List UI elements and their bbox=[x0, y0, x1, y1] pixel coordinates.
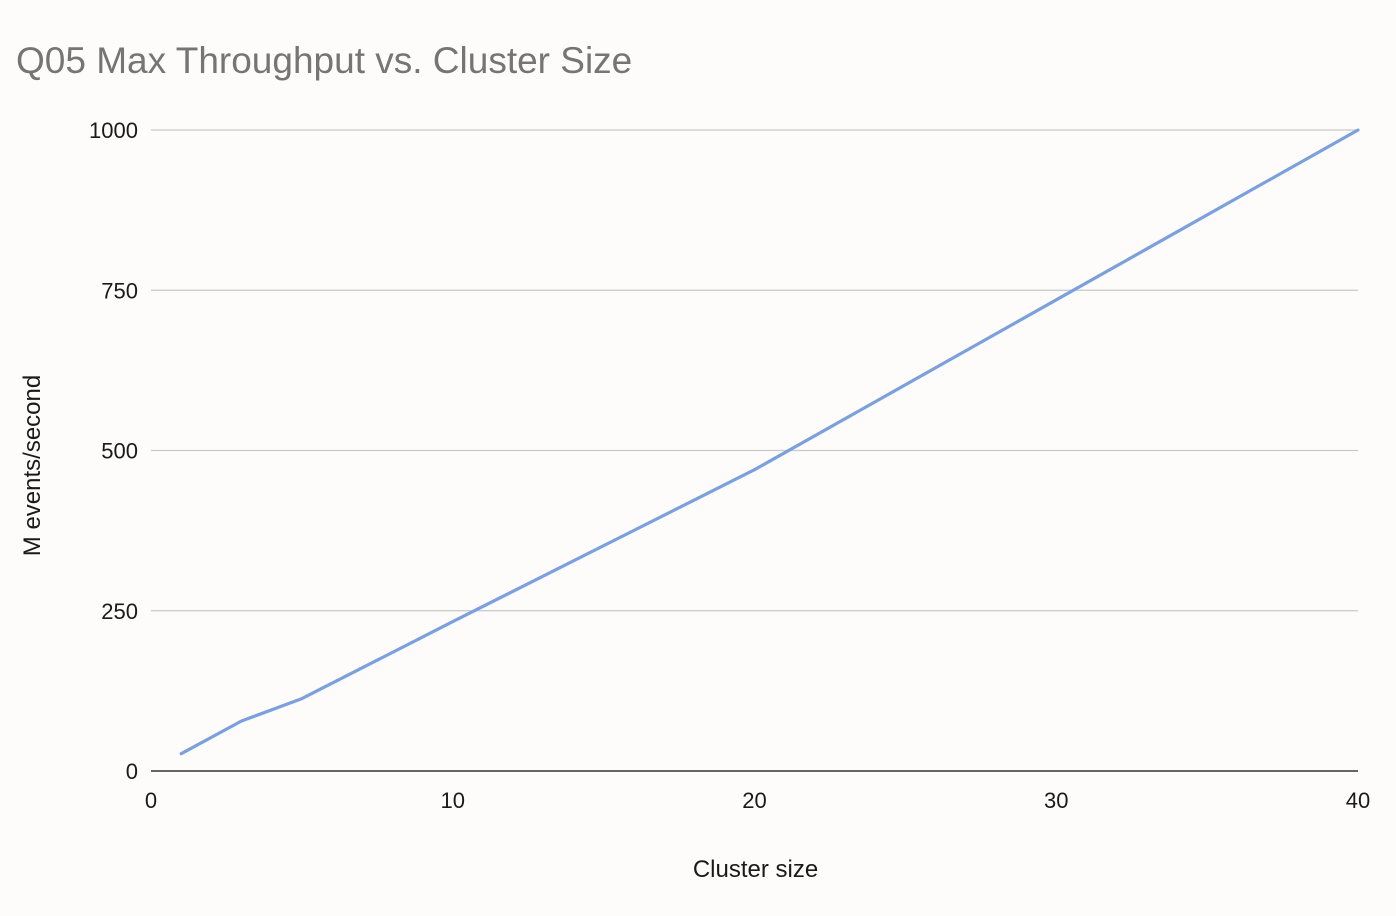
x-tick-label-0: 0 bbox=[145, 788, 157, 813]
y-tick-label-500: 500 bbox=[101, 439, 138, 464]
y-tick-label-1000: 1000 bbox=[89, 118, 138, 143]
y-axis-label: M events/second bbox=[19, 375, 46, 556]
x-tick-label-30: 30 bbox=[1044, 788, 1068, 813]
tick-labels: 0 250 500 750 1000 0 10 20 30 40 bbox=[89, 118, 1370, 813]
y-tick-label-250: 250 bbox=[101, 599, 138, 624]
x-tick-label-10: 10 bbox=[441, 788, 465, 813]
x-axis-label: Cluster size bbox=[693, 856, 818, 883]
y-tick-label-750: 750 bbox=[101, 278, 138, 303]
y-tick-label-0: 0 bbox=[126, 759, 138, 784]
x-tick-label-20: 20 bbox=[742, 788, 766, 813]
series-line-0 bbox=[179, 128, 1360, 756]
x-tick-label-40: 40 bbox=[1346, 788, 1370, 813]
gridlines bbox=[151, 129, 1358, 612]
series-layer bbox=[179, 128, 1360, 756]
chart-title: Q05 Max Throughput vs. Cluster Size bbox=[16, 40, 633, 81]
